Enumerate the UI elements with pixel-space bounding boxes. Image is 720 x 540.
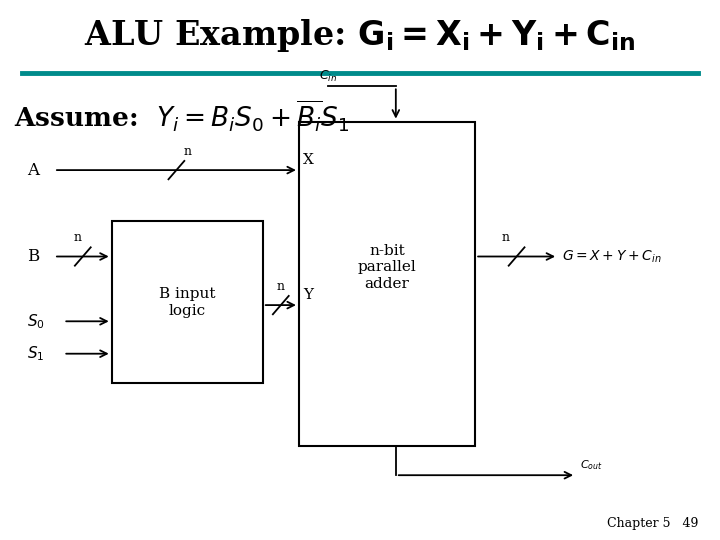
Text: ALU Example: $\mathbf{G_i=X_i+Y_i+C_{in}}$: ALU Example: $\mathbf{G_i=X_i+Y_i+C_{in}…: [84, 17, 636, 53]
Text: n: n: [276, 280, 285, 293]
Text: B input
logic: B input logic: [159, 287, 215, 318]
Text: A: A: [27, 161, 40, 179]
Text: n-bit
parallel
adder: n-bit parallel adder: [358, 244, 416, 291]
Text: n: n: [501, 231, 510, 244]
Text: $G = X + Y + C_{in}$: $G = X + Y + C_{in}$: [562, 248, 662, 265]
Text: n: n: [183, 145, 192, 158]
Text: Assume:  $Y_i=B_iS_0+\overline{B_i}S_1$: Assume: $Y_i=B_iS_0+\overline{B_i}S_1$: [14, 98, 349, 134]
Bar: [299, 122, 475, 446]
Text: $S_0$: $S_0$: [27, 312, 45, 330]
Text: $C_{out}$: $C_{out}$: [580, 458, 603, 472]
Text: Y: Y: [303, 288, 313, 302]
Bar: [112, 221, 263, 383]
Text: B: B: [27, 248, 40, 265]
Text: Chapter 5   49: Chapter 5 49: [607, 517, 698, 530]
Text: X: X: [303, 153, 314, 167]
Text: $C_{in}$: $C_{in}$: [318, 69, 337, 84]
Text: n: n: [73, 231, 82, 244]
Text: $S_1$: $S_1$: [27, 345, 45, 363]
